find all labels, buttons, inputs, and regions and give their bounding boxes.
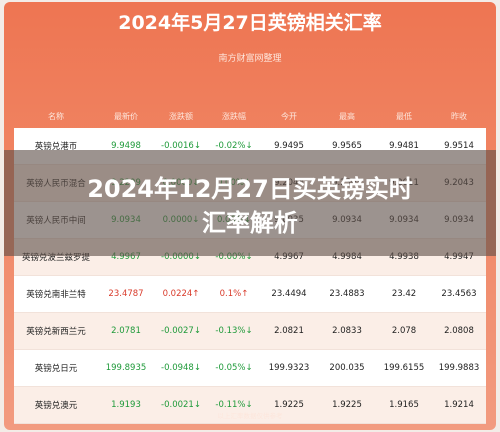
- col-header-change: 涨跌额: [169, 111, 193, 121]
- table-row: 英镑兑南非兰特 23.4787 0.0224↑ 0.1%↑ 23.4494 23.4883…: [14, 275, 486, 313]
- card-subtitle: 南方财富网整理: [218, 54, 282, 64]
- table-row: 英镑兑澳元 1.9193 -0.0021↓ -0.11%↓ 1.9225 1.9225 1.…: [14, 386, 486, 424]
- cell-change: -0.0021↓: [154, 386, 208, 424]
- cell-prev: 23.4563: [432, 275, 486, 313]
- card-title: 2024年5月27日英镑相关汇率: [118, 12, 382, 34]
- cell-low: 2.078: [376, 312, 432, 350]
- card-footer: 以上汇率数据仅供参考: [217, 412, 283, 420]
- cell-pct: -0.11%↓: [208, 386, 260, 424]
- cell-change: 0.0224↑: [154, 275, 208, 313]
- cell-latest: 1.9193: [98, 386, 154, 424]
- col-header-high: 最高: [339, 111, 355, 121]
- cell-pct: -0.13%↓: [208, 312, 260, 350]
- cell-prev: 2.0808: [432, 312, 486, 350]
- cell-prev: 199.9883: [432, 349, 486, 387]
- cell-high: 1.9225: [318, 386, 376, 424]
- col-header-prev: 昨收: [451, 111, 467, 121]
- cell-high: 2.0833: [318, 312, 376, 350]
- col-header-open: 今开: [281, 111, 297, 121]
- col-header-pct: 涨跌幅: [222, 111, 246, 121]
- cell-name: 英镑兑新西兰元: [14, 312, 98, 350]
- cell-latest: 23.4787: [98, 275, 154, 313]
- cell-low: 23.42: [376, 275, 432, 313]
- table-row: 英镑兑新西兰元 2.0781 -0.0027↓ -0.13%↓ 2.0821 2.0833…: [14, 312, 486, 350]
- cell-open: 23.4494: [260, 275, 318, 313]
- cell-low: 1.9165: [376, 386, 432, 424]
- col-header-latest: 最新价: [114, 111, 138, 121]
- cell-pct: -0.05%↓: [208, 349, 260, 387]
- cell-name: 英镑兑南非兰特: [14, 275, 98, 313]
- cell-latest: 2.0781: [98, 312, 154, 350]
- table-header-row: 名称 最新价 涨跌额 涨跌幅 今开 最高 最低 昨收: [14, 104, 486, 128]
- cell-high: 23.4883: [318, 275, 376, 313]
- cell-latest: 199.8935: [98, 349, 154, 387]
- cell-low: 199.6155: [376, 349, 432, 387]
- cell-open: 2.0821: [260, 312, 318, 350]
- cell-open: 199.9323: [260, 349, 318, 387]
- table-row: 英镑兑日元 199.8935 -0.0948↓ -0.05%↓ 199.9323 200.…: [14, 349, 486, 387]
- cell-high: 200.035: [318, 349, 376, 387]
- cell-change: -0.0948↓: [154, 349, 208, 387]
- col-header-name: 名称: [48, 111, 64, 121]
- cell-name: 英镑兑澳元: [14, 386, 98, 424]
- headline-line-1: 2024年12月27日买英镑实时: [87, 175, 413, 203]
- cell-name: 英镑兑日元: [14, 349, 98, 387]
- col-header-low: 最低: [396, 111, 412, 121]
- headline-line-2: 汇率解析: [202, 209, 298, 237]
- cell-open: 1.9225: [260, 386, 318, 424]
- cell-prev: 1.9214: [432, 386, 486, 424]
- headline-banner: 2024年12月27日买英镑实时 汇率解析: [4, 150, 496, 256]
- cell-pct: 0.1%↑: [208, 275, 260, 313]
- cell-change: -0.0027↓: [154, 312, 208, 350]
- headline-text: 2024年12月27日买英镑实时 汇率解析: [4, 172, 496, 240]
